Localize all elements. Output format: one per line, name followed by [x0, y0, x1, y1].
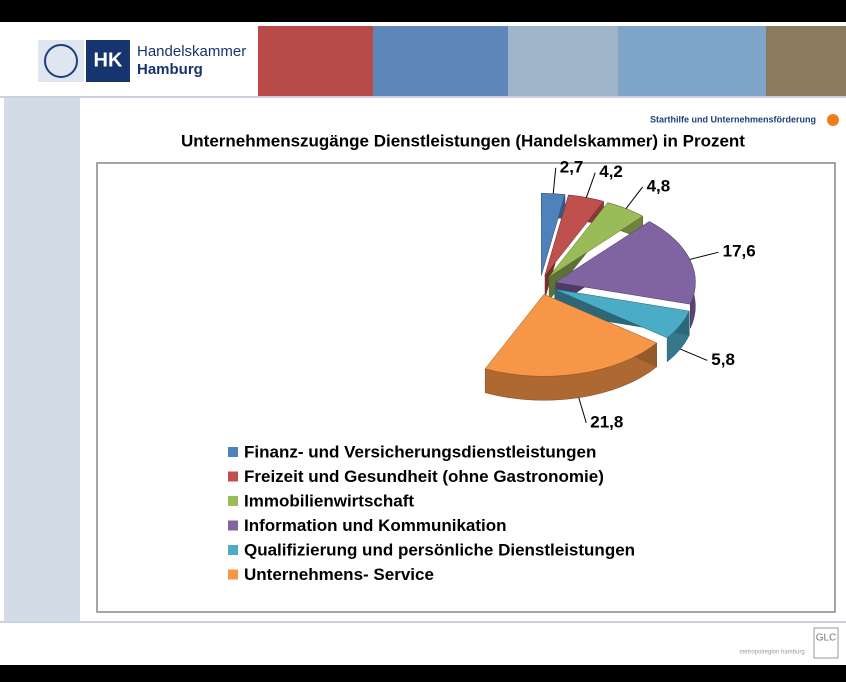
legend-label: Immobilienwirtschaft — [244, 491, 414, 510]
data-label: 4,2 — [599, 162, 623, 181]
tagline-dot — [827, 114, 839, 126]
footer-logo: GLC — [816, 633, 837, 644]
legend-label: Freizeit und Gesundheit (ohne Gastronomi… — [244, 467, 604, 486]
legend-label: Finanz- und Versicherungsdienstleistunge… — [244, 442, 596, 461]
photo — [766, 26, 846, 96]
data-label: 2,7 — [560, 157, 584, 176]
legend-swatch — [228, 570, 238, 580]
logo-badge-text: HK — [94, 49, 123, 71]
photo — [508, 26, 618, 96]
top-band — [0, 0, 846, 22]
bottom-band — [0, 665, 846, 682]
legend-label: Unternehmens- Service — [244, 565, 434, 584]
photo — [618, 26, 766, 96]
side-strip — [4, 97, 80, 622]
slide: HK Handelskammer Hamburg Starthilfe und … — [0, 0, 846, 682]
chart-title: Unternehmenszugänge Dienstleistungen (Ha… — [181, 131, 745, 150]
legend-swatch — [228, 472, 238, 482]
legend-label: Qualifizierung und persönliche Dienstlei… — [244, 540, 635, 559]
data-label: 4,8 — [647, 176, 671, 195]
photo — [258, 26, 373, 96]
legend-label: Information und Kommunikation — [244, 516, 507, 535]
legend-swatch — [228, 521, 238, 531]
data-label: 21,8 — [590, 412, 623, 431]
photo — [373, 26, 508, 96]
org-name: Handelskammer — [137, 43, 246, 60]
tagline: Starthilfe und Unternehmensförderung — [650, 114, 816, 124]
legend-swatch — [228, 447, 238, 457]
legend-swatch — [228, 545, 238, 555]
legend-swatch — [228, 496, 238, 506]
footer-logo: metropolregion hamburg — [739, 650, 804, 656]
data-label: 17,6 — [723, 242, 756, 261]
org-city: Hamburg — [137, 61, 203, 78]
data-label: 5,8 — [711, 350, 735, 369]
